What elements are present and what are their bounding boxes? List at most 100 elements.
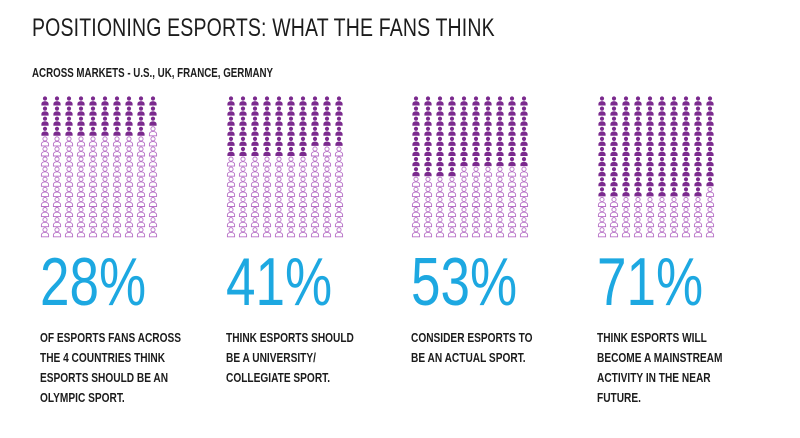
- person-icon-outline: [112, 176, 122, 187]
- person-icon-outline: [411, 176, 421, 187]
- person-icon-filled: [706, 116, 714, 126]
- person-icon-filled: [335, 136, 343, 146]
- person-icon-filled: [412, 106, 420, 116]
- person-icon-outline: [52, 207, 62, 218]
- person-icon-filled: [598, 106, 606, 116]
- person-icon-filled: [670, 177, 678, 187]
- person-icon-filled: [53, 106, 61, 116]
- icon-grid: [411, 96, 529, 238]
- person-icon-filled: [101, 106, 109, 116]
- person-icon-outline: [435, 217, 445, 228]
- person-icon-filled: [520, 96, 528, 106]
- person-icon-filled: [598, 167, 606, 177]
- person-icon-filled: [311, 126, 319, 136]
- person-icon-filled: [412, 146, 420, 156]
- person-icon-outline: [238, 156, 248, 167]
- person-icon-filled: [682, 146, 690, 156]
- person-icon-outline: [262, 156, 272, 167]
- person-icon-filled: [658, 187, 666, 197]
- person-icon-outline: [597, 217, 607, 228]
- person-icon-outline: [52, 136, 62, 147]
- person-icon-filled: [77, 106, 85, 116]
- person-icon-outline: [136, 186, 146, 197]
- icon-grid: [226, 96, 344, 238]
- person-icon-outline: [286, 227, 296, 238]
- stat-description: CONSIDER ESPORTS TO BE AN ACTUAL SPORT.: [411, 328, 567, 368]
- person-icon-outline: [148, 156, 158, 167]
- person-icon-outline: [681, 227, 691, 238]
- person-icon-outline: [286, 166, 296, 177]
- person-icon-outline: [76, 166, 86, 177]
- person-icon-outline: [124, 227, 134, 238]
- person-icon-filled: [598, 157, 606, 167]
- person-icon-outline: [693, 227, 703, 238]
- person-icon-filled: [484, 146, 492, 156]
- stat-description: OF ESPORTS FANS ACROSS THE 4 COUNTRIES T…: [40, 328, 196, 408]
- person-icon-filled: [472, 96, 480, 106]
- person-icon-filled: [263, 106, 271, 116]
- desc-line: THINK ESPORTS WILL: [597, 330, 707, 345]
- person-icon-filled: [670, 187, 678, 197]
- person-icon-outline: [459, 227, 469, 238]
- person-icon-outline: [88, 156, 98, 167]
- person-icon-outline: [519, 227, 529, 238]
- person-icon-outline: [423, 176, 433, 187]
- person-icon-filled: [323, 126, 331, 136]
- person-icon-outline: [76, 207, 86, 218]
- person-icon-filled: [610, 177, 618, 187]
- person-icon-filled: [658, 116, 666, 126]
- person-icon-outline: [483, 166, 493, 177]
- person-icon-outline: [423, 207, 433, 218]
- person-icon-outline: [633, 217, 643, 228]
- person-icon-outline: [681, 196, 691, 207]
- page-subtitle: ACROSS MARKETS - U.S., UK, FRANCE, GERMA…: [32, 66, 274, 80]
- person-icon-filled: [436, 167, 444, 177]
- person-icon-outline: [705, 227, 715, 238]
- person-icon-filled: [610, 106, 618, 116]
- person-icon-outline: [693, 207, 703, 218]
- person-icon-filled: [610, 116, 618, 126]
- person-icon-outline: [519, 186, 529, 197]
- person-icon-filled: [706, 157, 714, 167]
- person-icon-outline: [238, 196, 248, 207]
- person-icon-outline: [459, 176, 469, 187]
- person-icon-outline: [88, 166, 98, 177]
- person-icon-filled: [323, 96, 331, 106]
- person-icon-filled: [622, 116, 630, 126]
- person-icon-filled: [520, 157, 528, 167]
- person-icon-filled: [41, 116, 49, 126]
- person-icon-outline: [633, 227, 643, 238]
- person-icon-outline: [322, 196, 332, 207]
- person-icon-filled: [670, 96, 678, 106]
- person-icon-filled: [634, 116, 642, 126]
- person-icon-filled: [472, 106, 480, 116]
- person-icon-outline: [274, 186, 284, 197]
- person-icon-filled: [610, 167, 618, 177]
- person-icon-filled: [484, 126, 492, 136]
- person-icon-filled: [335, 116, 343, 126]
- person-icon-outline: [64, 196, 74, 207]
- person-icon-filled: [682, 136, 690, 146]
- person-icon-filled: [646, 126, 654, 136]
- person-icon-filled: [311, 96, 319, 106]
- person-icon-outline: [423, 186, 433, 197]
- person-icon-filled: [622, 96, 630, 106]
- person-icon-filled: [694, 106, 702, 116]
- person-icon-outline: [40, 227, 50, 238]
- person-icon-filled: [694, 157, 702, 167]
- person-icon-outline: [411, 196, 421, 207]
- person-icon-filled: [311, 106, 319, 116]
- person-icon-outline: [88, 207, 98, 218]
- person-icon-outline: [148, 196, 158, 207]
- person-icon-outline: [435, 227, 445, 238]
- person-icon-outline: [471, 196, 481, 207]
- person-icon-filled: [472, 116, 480, 126]
- person-icon-outline: [471, 217, 481, 228]
- person-icon-outline: [322, 176, 332, 187]
- person-icon-outline: [124, 217, 134, 228]
- person-icon-filled: [227, 96, 235, 106]
- person-icon-filled: [472, 126, 480, 136]
- person-icon-filled: [682, 96, 690, 106]
- person-icon-outline: [112, 196, 122, 207]
- person-icon-outline: [274, 166, 284, 177]
